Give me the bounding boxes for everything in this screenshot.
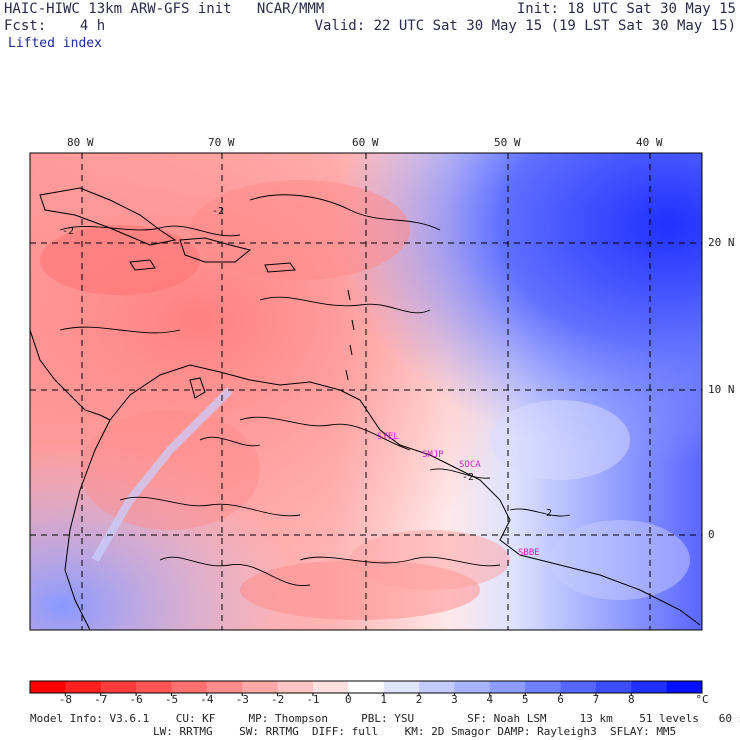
colorbar-frame (29, 680, 703, 694)
colorbar-tick-label: 6 (557, 693, 564, 706)
lat-label-equator: 0 (708, 528, 715, 541)
lon-label-70w: 70 W (208, 136, 235, 149)
colorbar-swatch (525, 681, 562, 693)
colorbar-swatch (242, 681, 279, 693)
colorbar-tick-label: -5 (164, 693, 179, 706)
colorbar-tick-label: 2 (415, 693, 423, 706)
colorbar-tick-label: 1 (380, 693, 387, 706)
colorbar-swatch (560, 681, 597, 693)
colorbar-tick-label: -8 (58, 693, 72, 706)
contour-label: -2 (212, 206, 225, 217)
colorbar-tick-label: 8 (627, 693, 635, 706)
colorbar-tick-label: 5 (521, 693, 529, 706)
lat-label-20n: 20 N (708, 236, 735, 249)
colorbar-swatch (206, 681, 243, 693)
valid-time: Valid: 22 UTC Sat 30 May 15 (19 LST Sat … (314, 18, 736, 34)
colorbar-swatch (489, 681, 526, 693)
contours (59, 194, 571, 586)
colorbar-swatch (65, 681, 102, 693)
station-label: SBBE (518, 548, 540, 558)
contour-label: -2 (62, 226, 75, 237)
coastlines (30, 187, 701, 630)
lon-label-80w: 80 W (67, 136, 94, 149)
field-name: Lifted index (8, 36, 102, 51)
colorbar-unit: °C (695, 693, 709, 706)
colorbar-swatch (348, 681, 385, 693)
colorbar (29, 680, 703, 696)
colorbar-swatch (171, 681, 208, 693)
colorbar-tick-label: 7 (592, 693, 600, 706)
model-info-line2: LW: RRTMG SW: RRTMG DIFF: full KM: 2D Sm… (153, 725, 677, 738)
colorbar-tick-label: 3 (451, 693, 458, 706)
station-label: SYEL (377, 432, 399, 442)
station-label: SOCA (459, 460, 481, 470)
colorbar-swatch (383, 681, 420, 693)
colorbar-swatch (631, 681, 668, 693)
colorbar-tick-label: -6 (129, 693, 143, 706)
lon-label-60w: 60 W (352, 136, 379, 149)
contour-label: -2 (462, 472, 475, 483)
colorbar-tick-label: -4 (200, 693, 214, 706)
colorbar-tick-label: -7 (94, 693, 108, 706)
lon-label-50w: 50 W (494, 136, 521, 149)
colorbar-swatch (595, 681, 632, 693)
contour-label: -2 (540, 508, 553, 519)
lon-label-40w: 40 W (636, 136, 663, 149)
colorbar-tick-label: -3 (235, 693, 249, 706)
colorbar-tick-label: -2 (270, 693, 285, 706)
colorbar-swatch (419, 681, 455, 693)
colorbar-swatch (666, 681, 703, 693)
colorbar-swatch (312, 681, 349, 693)
graticule (30, 153, 702, 630)
colorbar-swatch (100, 681, 137, 693)
colorbar-swatch (30, 681, 66, 693)
map-frame (29, 152, 703, 631)
colorbar-swatch (277, 681, 314, 693)
colorbar-swatch (136, 681, 172, 693)
forecast-hour: Fcst: 4 h (4, 18, 106, 34)
init-time: Init: 18 UTC Sat 30 May 15 (516, 1, 736, 17)
colorbar-tick-label: 0 (345, 693, 352, 706)
model-info-line1: Model Info: V3.6.1 CU: KF MP: Thompson P… (30, 712, 740, 725)
station-label: SMJP (422, 450, 444, 460)
model-title: HAIC-HIWC 13km ARW-GFS init NCAR/MMM (4, 1, 325, 17)
colorbar-swatch (454, 681, 491, 693)
colorbar-tick-label: 4 (486, 693, 494, 706)
lat-label-10n: 10 N (708, 383, 735, 396)
colorbar-tick-label: -1 (306, 693, 320, 706)
